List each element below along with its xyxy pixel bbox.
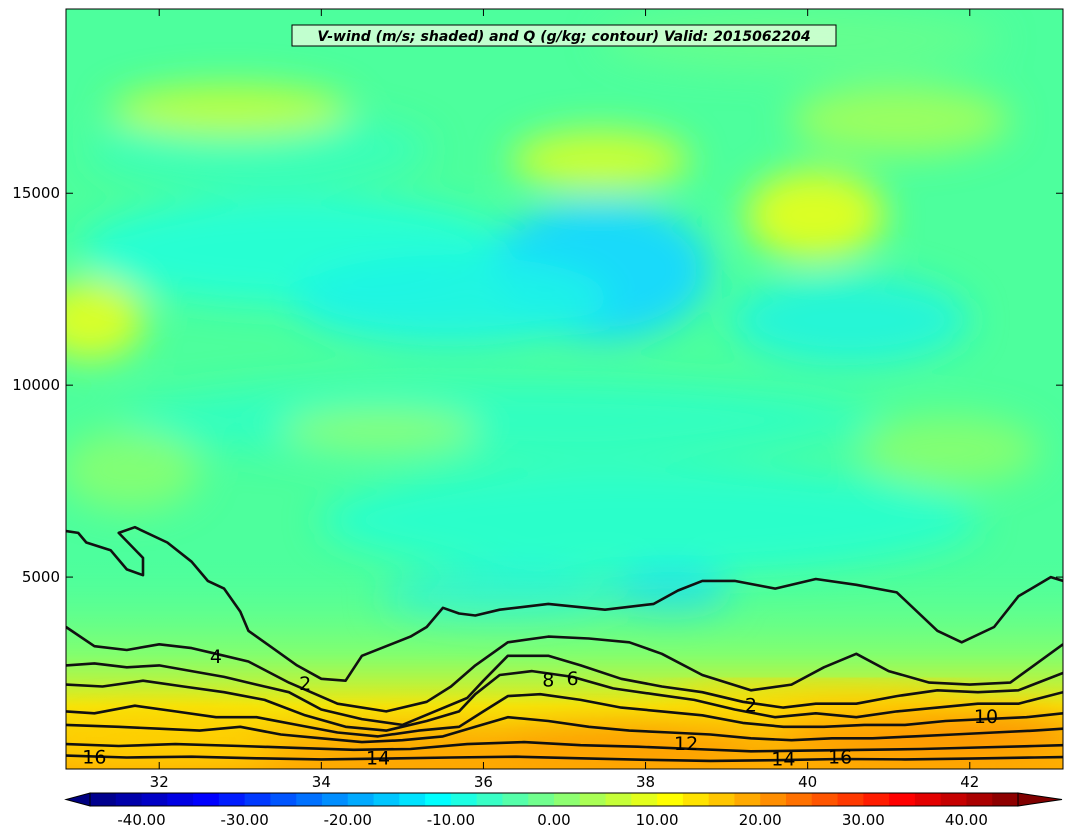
colorbar-cell [373,793,400,806]
colorbar-cell [786,793,813,806]
colorbar-cell [141,793,168,806]
colorbar-tick-label: -10.00 [427,811,475,829]
colorbar: -40.00 -30.00 -20.00 -10.00 0.00 10.00 20.00 30… [64,792,1063,829]
colorbar-cell [811,793,839,806]
colorbar-cell [399,793,426,806]
colorbar-cell [502,793,529,806]
colorbar-cell [347,793,375,806]
y-tick-label: 15000 [12,184,60,202]
y-tick-label: 10000 [12,376,60,394]
colorbar-cell [760,793,787,806]
colorbar-cell [528,793,555,806]
colorbar-cell [605,793,632,806]
colorbar-cell [425,793,452,806]
colorbar-frame [89,792,1019,807]
colorbar-extend-low [64,792,91,807]
contour-label: 16 [82,746,106,768]
colorbar-cell [90,793,117,806]
colorbar-cell [476,793,504,806]
colorbar-cell [914,793,942,806]
contour-line-8 [66,669,1063,732]
colorbar-cell [296,793,323,806]
y-axis: 5000 10000 15000 [12,184,1063,586]
contour-label: 12 [674,733,698,755]
contour-line-6 [66,654,1063,727]
contour-label: 14 [366,747,390,769]
contour-label: 16 [828,746,852,768]
chart-title-box: V-wind (m/s; shaded) and Q (g/kg; contou… [291,24,837,47]
contour-label: 2 [299,673,311,695]
contour-line-10 [66,692,1063,738]
x-tick-label: 38 [636,773,655,791]
colorbar-cell [270,793,297,806]
x-tick-label: 32 [150,773,169,791]
contour-label: 14 [771,748,795,770]
colorbar-cell [631,793,658,806]
contour-label: 4 [210,646,222,668]
humidity-contour-labels: 16 14 12 14 16 10 8 6 4 2 2 [82,646,998,770]
humidity-contour-lines [66,525,1063,763]
colorbar-cell [450,793,478,806]
colorbar-cell [682,793,710,806]
colorbar-cell [218,793,246,806]
x-tick-label: 42 [960,773,979,791]
colorbar-tick-label: -20.00 [324,811,372,829]
contour-line-12 [66,715,1063,744]
colorbar-cell [244,793,272,806]
contour-label: 2 [745,695,757,717]
colorbar-cell [734,793,761,806]
x-tick-label: 36 [474,773,493,791]
colorbar-extend-high [1017,792,1063,807]
colorbar-cell [322,793,349,806]
colorbar-tick-label: 20.00 [739,811,782,829]
plot-frame [65,8,1064,770]
colorbar-tick-label: -30.00 [220,811,268,829]
colorbar-cell [579,793,607,806]
x-tick-label: 40 [798,773,817,791]
chart-title: V-wind (m/s; shaded) and Q (g/kg; contou… [317,29,810,45]
contour-line-2 [66,525,1063,682]
colorbar-cell [193,793,220,806]
colorbar-cell [966,793,993,806]
colorbar-cell [837,793,864,806]
colorbar-tick-label: -40.00 [117,811,165,829]
y-tick-label: 5000 [22,568,60,586]
colorbar-tick-label: 10.00 [636,811,679,829]
colorbar-cell [992,793,1019,806]
contour-label: 8 [542,670,554,692]
colorbar-cell [554,793,581,806]
contour-label: 10 [974,706,998,728]
contour-line-14 [66,740,1063,753]
colorbar-cell [115,793,143,806]
shaded-field [66,9,1063,769]
x-tick-label: 34 [312,773,331,791]
contour-line-16 [66,754,1063,763]
colorbar-tick-label: 0.00 [537,811,570,829]
contour-line-4 [66,625,1063,713]
contour-label: 6 [567,668,579,690]
colorbar-cell [167,793,194,806]
colorbar-cell [940,793,968,806]
colorbar-tick-label: 30.00 [842,811,885,829]
colorbar-cell [657,793,684,806]
colorbar-cell [889,793,916,806]
colorbar-cell [708,793,736,806]
x-axis: 32 34 36 38 40 42 [150,9,979,791]
colorbar-cell [863,793,890,806]
colorbar-tick-label: 40.00 [945,811,988,829]
